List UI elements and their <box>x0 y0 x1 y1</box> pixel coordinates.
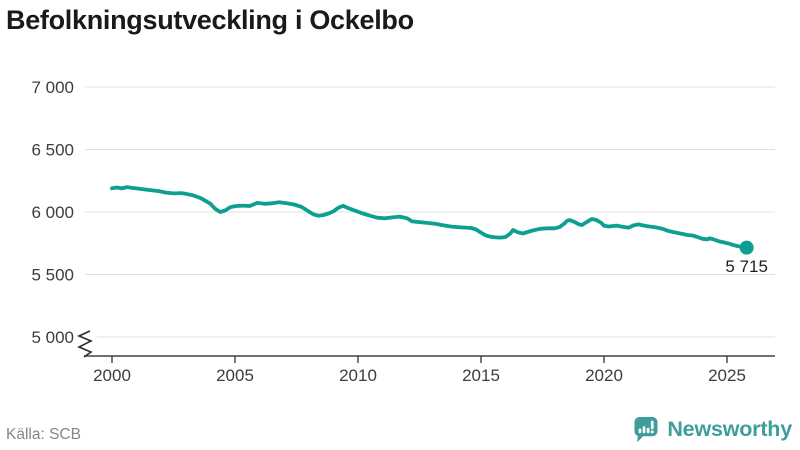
x-axis-tick-label: 2025 <box>708 366 746 385</box>
y-axis-labels: 5 000 5 500 6 000 6 500 7 000 <box>31 78 74 347</box>
axis-break-zigzag-icon <box>76 330 93 358</box>
x-axis-tick-label: 2000 <box>93 366 131 385</box>
chart-title: Befolkningsutveckling i Ockelbo <box>6 5 414 35</box>
x-axis-ticks <box>111 356 728 363</box>
y-axis-tick-label: 6 500 <box>31 141 74 160</box>
newsworthy-chart-bubble-icon <box>634 416 658 442</box>
y-axis-tick-label: 6 000 <box>31 203 74 222</box>
x-axis-labels: 2000 2005 2010 2015 2020 2025 <box>93 366 746 385</box>
gridlines <box>85 86 775 338</box>
x-axis-tick-label: 2010 <box>339 366 377 385</box>
y-axis-tick-label: 7 000 <box>31 78 74 97</box>
x-axis-tick-label: 2015 <box>462 366 500 385</box>
source-attribution: Källa: SCB <box>6 426 81 443</box>
y-axis-tick-label: 5 500 <box>31 266 74 285</box>
end-point-dot <box>739 240 754 255</box>
newsworthy-wordmark: Newsworthy <box>667 416 792 441</box>
end-point-value-label: 5 715 <box>725 257 768 276</box>
population-line <box>110 185 749 250</box>
x-axis-tick-label: 2020 <box>585 366 623 385</box>
newsworthy-logo: Newsworthy <box>633 415 792 443</box>
y-axis-tick-label: 5 000 <box>31 328 74 347</box>
x-axis-tick-label: 2005 <box>216 366 254 385</box>
